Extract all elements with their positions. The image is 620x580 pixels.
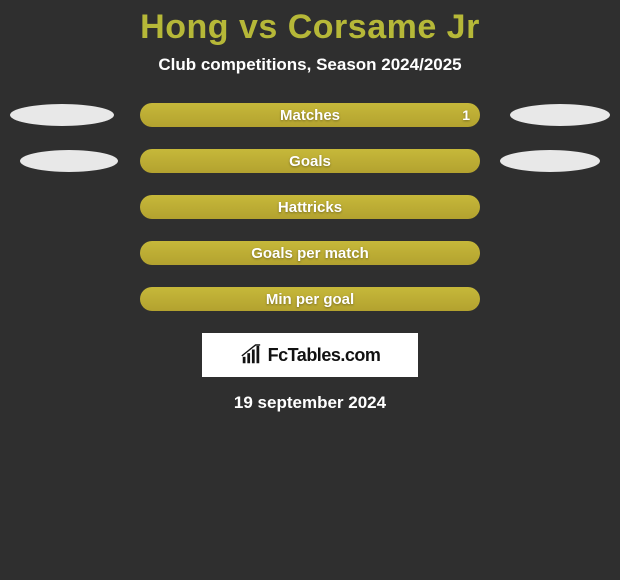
logo-box: FcTables.com bbox=[202, 333, 418, 377]
right-value-ellipse bbox=[510, 104, 610, 126]
stat-row: Matches 1 bbox=[0, 103, 620, 127]
subtitle: Club competitions, Season 2024/2025 bbox=[0, 55, 620, 75]
stat-bar: Hattricks bbox=[140, 195, 480, 219]
right-value-ellipse bbox=[500, 150, 600, 172]
date-line: 19 september 2024 bbox=[0, 393, 620, 413]
stat-label: Goals per match bbox=[251, 245, 369, 262]
stat-label: Goals bbox=[289, 153, 331, 170]
stat-row: Goals bbox=[0, 149, 620, 173]
stat-row: Goals per match bbox=[0, 241, 620, 265]
comparison-card: Hong vs Corsame Jr Club competitions, Se… bbox=[0, 0, 620, 580]
stat-row: Hattricks bbox=[0, 195, 620, 219]
stat-row: Min per goal bbox=[0, 287, 620, 311]
stat-label: Min per goal bbox=[266, 291, 354, 308]
stat-bar: Goals per match bbox=[140, 241, 480, 265]
stat-value-right: 1 bbox=[462, 107, 470, 123]
stat-label: Hattricks bbox=[278, 199, 342, 216]
stat-bar: Matches 1 bbox=[140, 103, 480, 127]
stat-label: Matches bbox=[280, 107, 340, 124]
stat-bar: Min per goal bbox=[140, 287, 480, 311]
stats-rows: Matches 1 Goals Hattricks Goals per matc… bbox=[0, 103, 620, 311]
left-value-ellipse bbox=[10, 104, 114, 126]
page-title: Hong vs Corsame Jr bbox=[0, 0, 620, 47]
bar-chart-icon bbox=[240, 344, 262, 366]
logo-text: FcTables.com bbox=[268, 345, 381, 366]
left-value-ellipse bbox=[20, 150, 118, 172]
stat-bar: Goals bbox=[140, 149, 480, 173]
